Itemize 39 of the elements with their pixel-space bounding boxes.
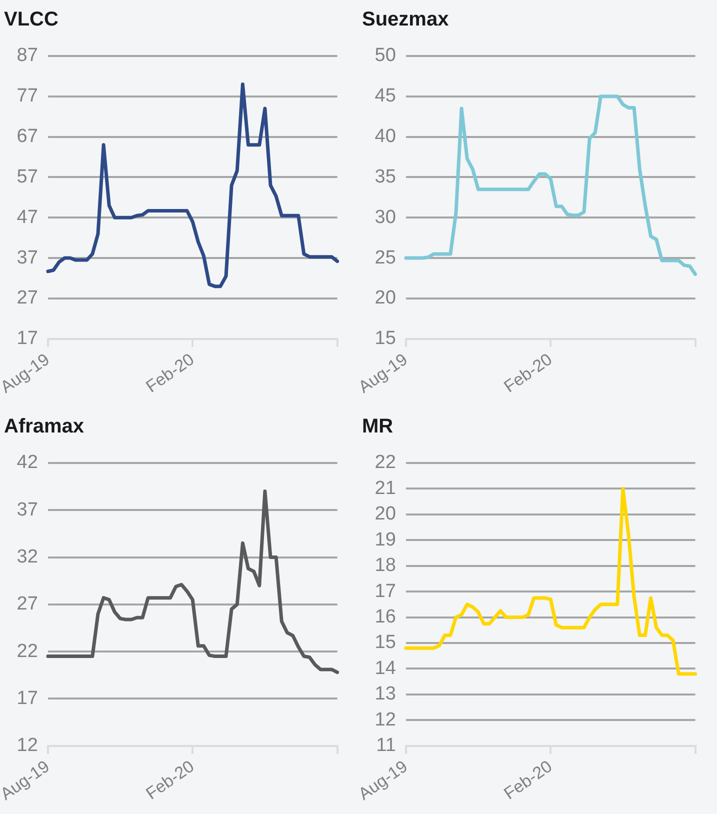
y-tick-label: 11 — [376, 735, 396, 756]
y-tick-label: 12 — [16, 735, 38, 756]
y-tick-label: 22 — [16, 640, 38, 662]
y-tick-label: 16 — [374, 606, 396, 628]
y-tick-label: 77 — [16, 86, 38, 107]
y-tick-label: 12 — [374, 709, 396, 730]
chart-title: Suezmax — [362, 8, 449, 31]
y-tick-label: 21 — [374, 478, 396, 499]
y-tick-label: 19 — [374, 529, 396, 550]
y-tick-label: 45 — [374, 86, 396, 107]
y-tick-label: 47 — [16, 206, 38, 228]
y-tick-label: 42 — [16, 452, 38, 474]
y-tick-label: 67 — [16, 126, 38, 148]
y-tick-label: 27 — [16, 288, 38, 309]
y-tick-label: 13 — [374, 684, 396, 705]
y-tick-label: 35 — [374, 166, 396, 188]
y-tick-label: 17 — [16, 688, 38, 709]
y-tick-label: 15 — [374, 328, 396, 350]
y-tick-label: 14 — [374, 658, 396, 679]
chart-title: VLCC — [4, 8, 58, 31]
y-tick-label: 57 — [16, 166, 38, 188]
y-tick-label: 87 — [16, 45, 38, 66]
y-tick-label: 17 — [16, 328, 38, 350]
y-tick-label: 37 — [16, 247, 38, 268]
y-tick-label: 25 — [374, 247, 396, 268]
y-tick-label: 40 — [374, 126, 396, 148]
y-tick-label: 37 — [16, 499, 38, 520]
y-tick-label: 30 — [374, 206, 396, 228]
y-tick-label: 32 — [16, 546, 38, 568]
y-tick-label: 20 — [374, 288, 396, 309]
chart-title: MR — [362, 416, 394, 438]
y-tick-label: 22 — [374, 452, 396, 474]
y-tick-label: 27 — [16, 594, 38, 615]
y-tick-label: 15 — [374, 632, 396, 654]
y-tick-label: 18 — [374, 555, 396, 576]
y-tick-label: 50 — [374, 45, 396, 66]
y-tick-label: 20 — [374, 504, 396, 525]
y-tick-label: 17 — [374, 580, 396, 602]
chart-title: Aframax — [4, 416, 84, 438]
